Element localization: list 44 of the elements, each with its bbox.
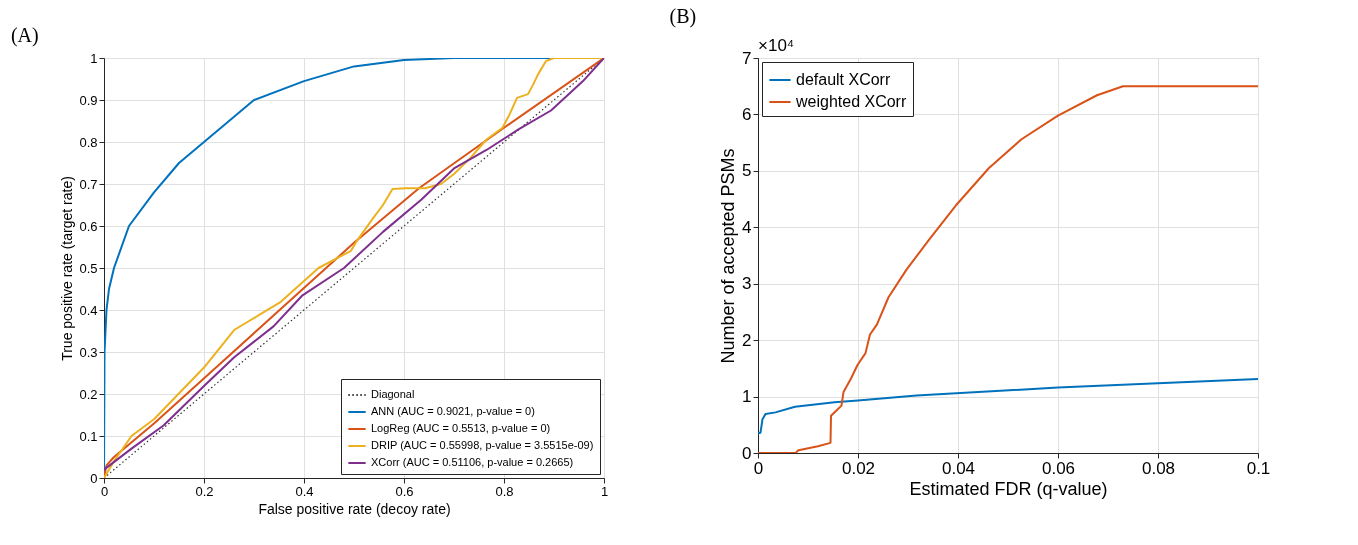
text: ×10⁴ [758,36,795,55]
line-series [758,378,1258,435]
y-tick-label: 7 [742,48,752,68]
legend-label: Diagonal [371,388,415,400]
legend-label: DRIP (AUC = 0.55998, p-value = 3.5515e-09) [371,439,594,451]
x-tick-label: 0.2 [195,483,214,499]
legend-label: weighted XCorr [795,93,907,110]
chart-title: (A) [10,24,39,47]
legend-label: default XCorr [796,71,891,88]
y-tick-label: 6 [742,104,752,124]
x-tick-label: 0.02 [841,458,876,478]
y-tick-label: 0.5 [79,260,98,276]
x-tick-label: 0.06 [1041,458,1076,478]
y-tick-label: 2 [742,330,752,350]
y-tick-label: 1 [742,387,752,407]
y-axis-title: Number of accepted PSMs [718,148,739,364]
y-tick-label: 0.6 [79,218,98,234]
y-tick-label: 0.2 [79,386,98,402]
y-axis-title: True positive rate (target rate) [59,176,76,361]
y-tick-label: 5 [742,161,752,181]
x-tick-label: 0.1 [1246,458,1271,478]
y-tick-label: 1 [90,50,98,66]
legend-label: XCorr (AUC = 0.51106, p-value = 0.2665) [371,456,574,468]
x-tick-label: 0.4 [295,483,314,499]
x-axis-title: Estimated FDR (q-value) [909,478,1108,499]
y-tick-label: 0.9 [79,92,98,108]
x-tick-label: 0.08 [1141,458,1176,478]
legend-label: LogReg (AUC = 0.5513, p-value = 0) [371,422,551,434]
y-tick-label: 0.3 [79,344,98,360]
y-tick-label: 0.7 [79,176,98,192]
y-tick-label: 0.4 [79,302,98,318]
x-tick-label: 1 [600,483,609,499]
y-tick-label: 0.1 [79,428,98,444]
x-tick-label: 0.6 [395,483,414,499]
y-tick-label: 3 [742,274,752,294]
y-tick-label: 0.8 [79,134,98,150]
y-tick-label: 0 [742,443,752,463]
x-tick-label: 0 [100,483,109,499]
x-tick-label: 0.8 [495,483,514,499]
chart-title: (B) [669,5,697,28]
y-tick-label: 4 [742,217,752,237]
legend-label: ANN (AUC = 0.9021, p-value = 0) [371,405,535,417]
x-axis-title: False positive rate (decoy rate) [258,500,451,517]
x-tick-label: 0.04 [941,458,976,478]
